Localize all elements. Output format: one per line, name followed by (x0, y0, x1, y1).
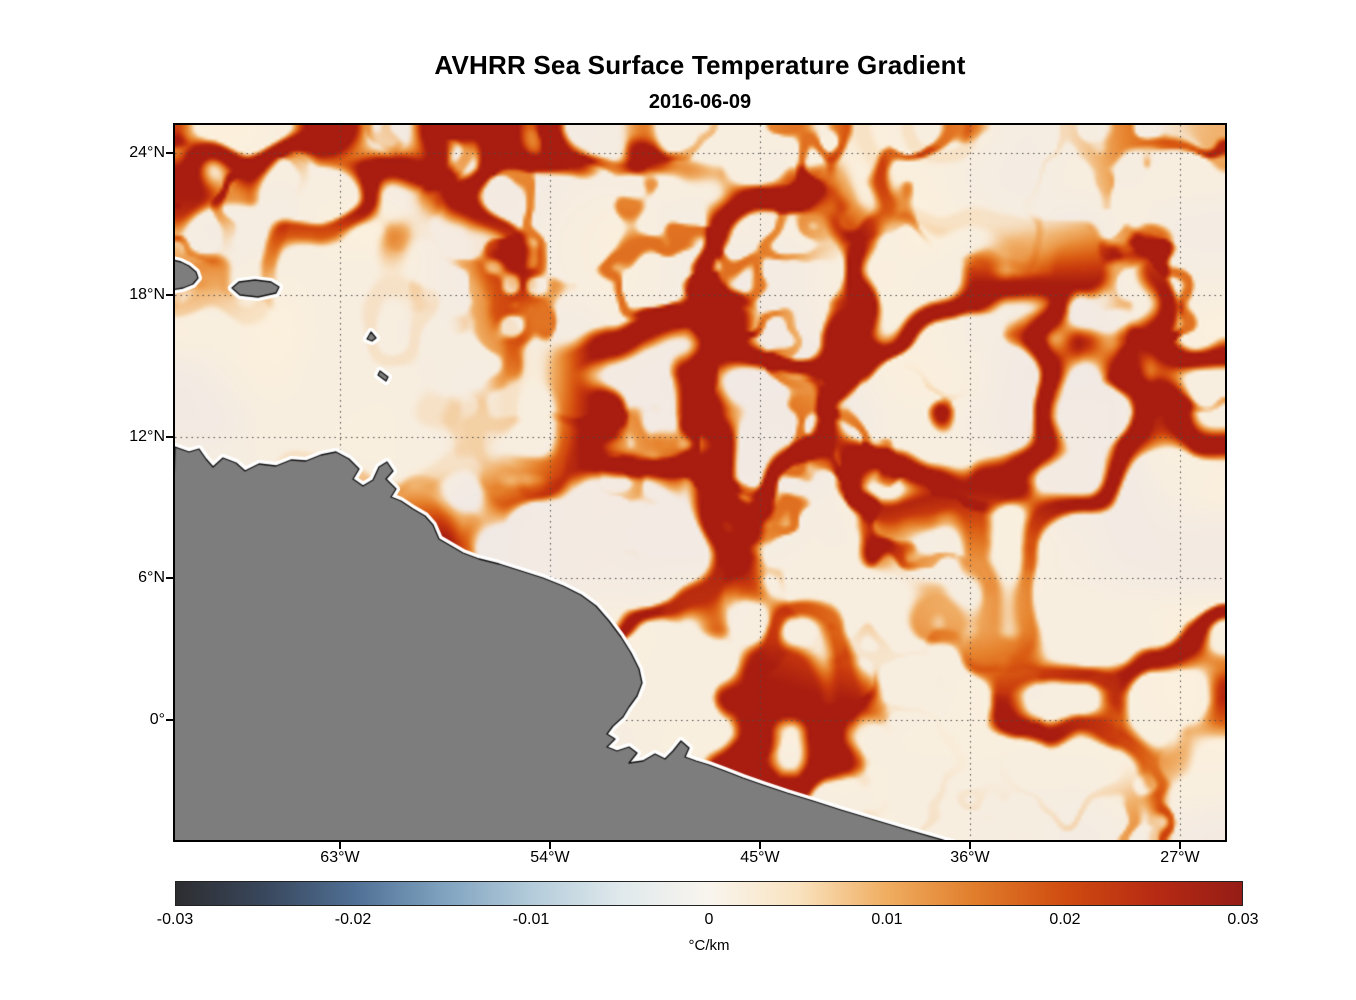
x-tick-label: 27°W (1160, 849, 1200, 866)
colorbar-tick-label: -0.01 (512, 911, 550, 928)
colorbar-unit-label: °C/km (688, 937, 730, 954)
x-tick-mark (338, 842, 341, 849)
y-tick-label: 12°N (129, 427, 165, 445)
x-tick-mark (548, 842, 551, 849)
colorbar-tick-label: 0.03 (1227, 911, 1259, 928)
x-tick-label: 63°W (320, 849, 360, 866)
y-tick-mark (166, 435, 173, 438)
y-tick-mark (166, 719, 173, 721)
colorbar-tick-label: 0.01 (871, 911, 903, 928)
chart-title: AVHRR Sea Surface Temperature Gradient (434, 50, 966, 80)
sst-gradient-field-canvas (175, 125, 1225, 840)
plot-frame (173, 123, 1227, 842)
x-tick-label: 54°W (530, 849, 570, 866)
x-tick-label: 36°W (950, 849, 990, 866)
chart-subtitle: 2016-06-09 (648, 91, 752, 113)
x-tick-mark (1178, 842, 1181, 849)
y-tick-label: 0° (149, 711, 165, 728)
y-tick-mark (166, 293, 173, 296)
x-tick-mark (758, 842, 761, 849)
colorbar-tick-label: 0.02 (1049, 911, 1081, 928)
y-tick-label: 6°N (138, 569, 165, 587)
x-tick-mark (968, 842, 971, 849)
colorbar-tick-label: -0.02 (334, 911, 372, 928)
colorbar-tick-label: 0 (704, 911, 714, 928)
y-tick-label: 24°N (129, 144, 165, 162)
y-tick-label: 18°N (129, 285, 165, 303)
colorbar-gradient (175, 881, 1243, 906)
x-tick-label: 45°W (740, 849, 780, 866)
colorbar-tick-label: -0.03 (156, 911, 194, 928)
y-tick-mark (166, 152, 173, 155)
y-tick-mark (166, 577, 173, 580)
